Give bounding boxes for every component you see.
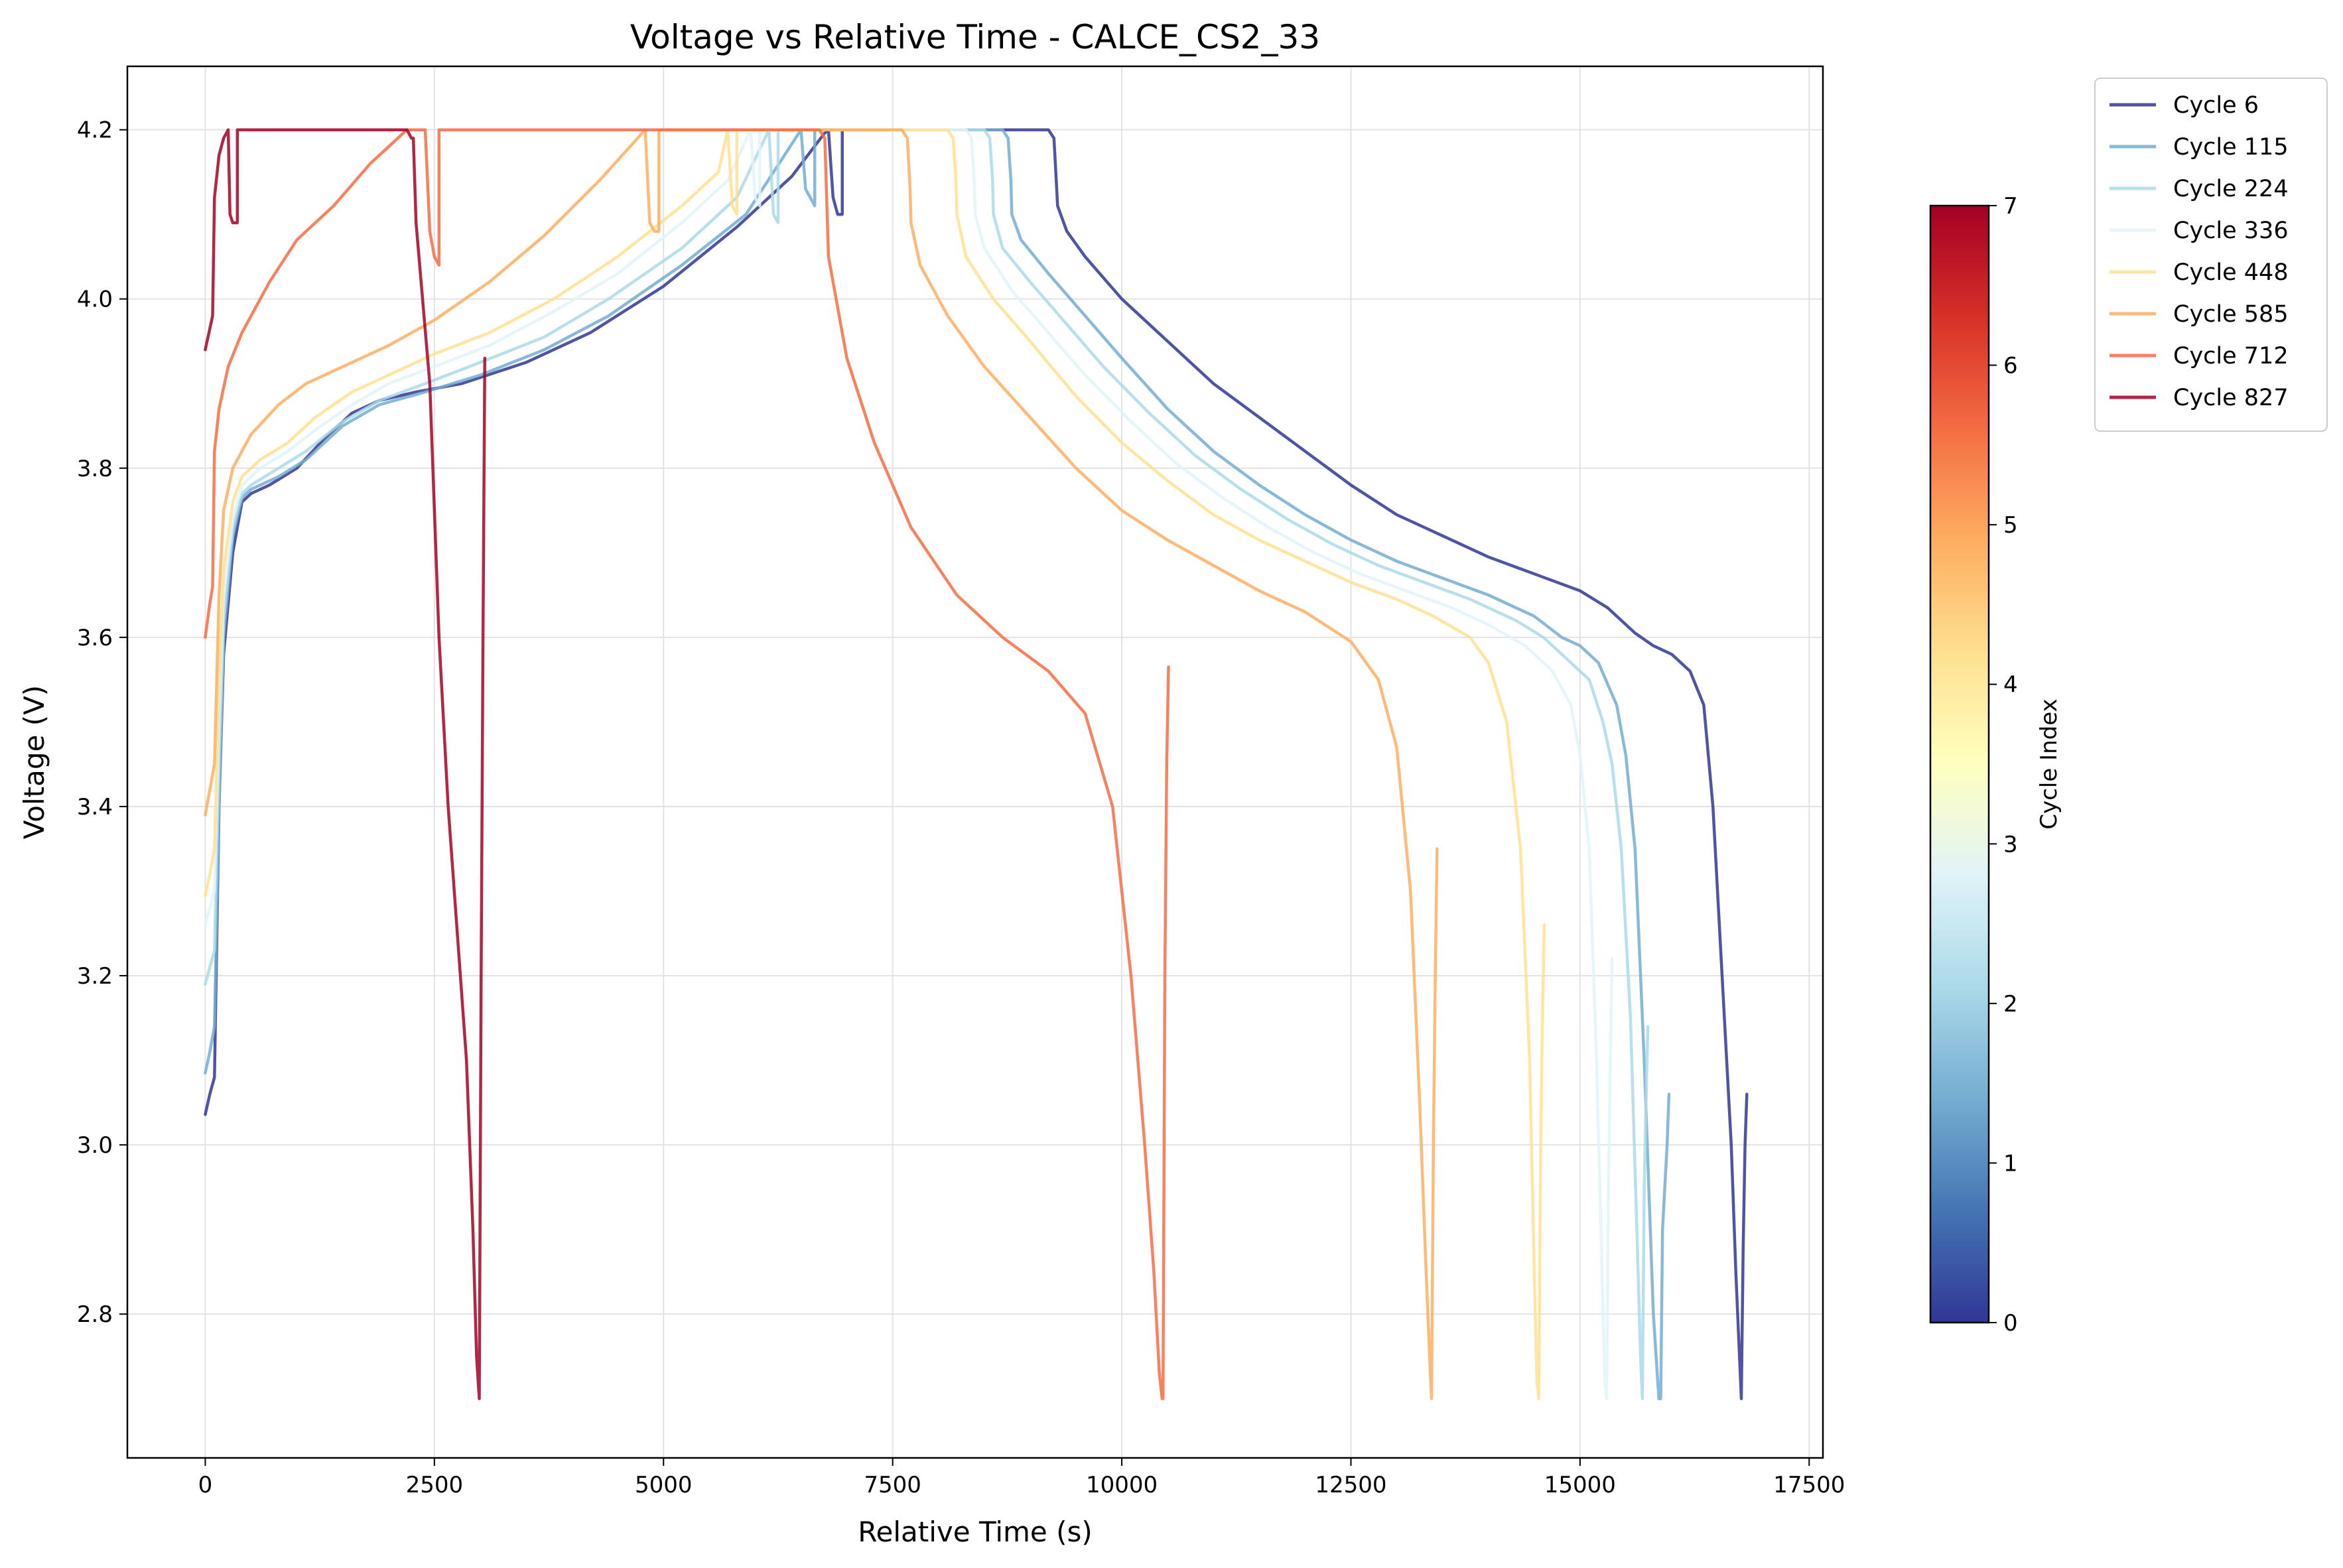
x-tick-label: 10000 [1086, 1472, 1158, 1498]
series-lines [204, 128, 1749, 1400]
y-tick-label: 3.6 [77, 625, 113, 651]
y-tick-label: 3.2 [77, 963, 113, 990]
x-tick-label: 15000 [1544, 1472, 1616, 1498]
legend-label: Cycle 585 [2173, 301, 2289, 328]
colorbar-tick-label: 5 [2003, 512, 2018, 539]
legend-label: Cycle 448 [2173, 259, 2289, 286]
legend-label: Cycle 115 [2173, 134, 2289, 161]
colorbar-label: Cycle Index [2036, 698, 2062, 829]
x-tick-label: 0 [198, 1472, 213, 1498]
series-line-cycle-6 [204, 128, 1749, 1400]
legend-label: Cycle 336 [2173, 218, 2289, 244]
y-tick-label: 4.0 [77, 287, 113, 313]
x-tick-label: 2500 [406, 1472, 464, 1498]
y-tick-label: 3.4 [77, 794, 113, 820]
y-tick-label: 3.8 [77, 456, 113, 482]
series-line-cycle-336 [204, 128, 1614, 1400]
legend-label: Cycle 6 [2173, 92, 2259, 119]
x-axis-label: Relative Time (s) [858, 1516, 1093, 1548]
colorbar-tick-label: 6 [2003, 353, 2018, 379]
legend-label: Cycle 827 [2173, 385, 2289, 411]
axis-ticks: 0 2500 5000 7500 10000 12500 15000 17500 2.8 3.0 3… [77, 117, 1845, 1498]
colorbar: 0 1 2 3 4 5 6 7 Cycle Index [1929, 193, 2062, 1337]
x-tick-label: 17500 [1773, 1472, 1845, 1498]
colorbar-tick-label: 4 [2003, 672, 2018, 698]
legend-label: Cycle 224 [2173, 176, 2289, 202]
colorbar-tick-label: 0 [2003, 1310, 2018, 1337]
series-line-cycle-585 [204, 128, 1439, 1400]
plot-frame [126, 65, 1824, 1459]
legend-frame [2094, 78, 2328, 432]
chart-title: Voltage vs Relative Time - CALCE_CS2_33 [630, 18, 1320, 56]
y-tick-label: 3.0 [77, 1132, 113, 1159]
colorbar-tick-label: 1 [2003, 1150, 2018, 1177]
y-axis-label: Voltage (V) [18, 685, 50, 839]
series-line-cycle-712 [204, 128, 1170, 1400]
y-tick-label: 4.2 [77, 117, 113, 144]
series-line-cycle-827 [204, 128, 487, 1400]
legend: Cycle 6 Cycle 115 Cycle 224 Cycle 336 Cycle … [2094, 78, 2328, 432]
colorbar-gradient [1929, 204, 1990, 1324]
legend-label: Cycle 712 [2173, 343, 2289, 369]
x-tick-label: 5000 [635, 1472, 693, 1498]
colorbar-tick-label: 7 [2003, 193, 2018, 220]
series-line-cycle-448 [204, 128, 1546, 1400]
grid-lines [127, 66, 1823, 1458]
x-tick-label: 7500 [864, 1472, 921, 1498]
series-line-cycle-115 [204, 128, 1671, 1400]
y-tick-label: 2.8 [77, 1301, 113, 1328]
colorbar-tick-label: 3 [2003, 831, 2018, 858]
colorbar-tick-label: 2 [2003, 991, 2018, 1017]
x-tick-label: 12500 [1315, 1472, 1386, 1498]
series-line-cycle-224 [204, 128, 1650, 1400]
